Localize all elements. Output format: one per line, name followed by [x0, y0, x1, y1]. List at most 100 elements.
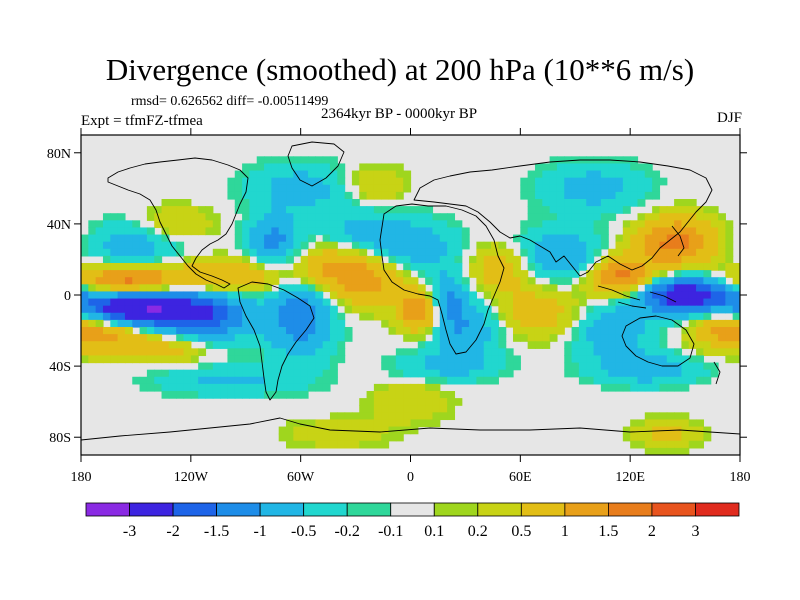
field-cell	[344, 199, 353, 207]
field-cell	[564, 298, 573, 307]
field-cell	[322, 213, 331, 221]
field-cell	[608, 369, 617, 378]
field-cell	[417, 312, 426, 321]
field-cell	[403, 291, 412, 300]
field-cell	[351, 234, 360, 243]
field-cell	[212, 263, 221, 271]
field-cell	[337, 220, 346, 229]
field-cell	[578, 355, 587, 364]
field-cell	[315, 440, 324, 449]
field-cell	[227, 355, 236, 364]
field-cell	[132, 234, 141, 243]
field-cell	[190, 206, 199, 214]
field-cell	[322, 270, 331, 278]
field-cell	[403, 369, 412, 378]
field-cell	[703, 227, 712, 236]
field-cell	[622, 248, 631, 257]
field-cell	[498, 291, 507, 300]
field-cell	[432, 213, 441, 221]
field-cell	[278, 291, 287, 300]
field-cell	[439, 305, 448, 314]
field-cell	[146, 241, 155, 250]
field-cell	[637, 277, 646, 285]
field-cell	[278, 334, 287, 342]
field-cell	[264, 383, 272, 392]
field-cell	[403, 227, 412, 236]
field-cell	[307, 263, 316, 271]
coastlines	[81, 141, 740, 441]
field-cell	[454, 241, 463, 250]
field-cell	[315, 270, 324, 278]
field-cell	[608, 199, 617, 207]
field-cell	[622, 206, 631, 214]
field-cell	[622, 341, 631, 349]
field-cell	[198, 383, 207, 392]
field-cell	[95, 227, 104, 236]
field-cell	[710, 369, 719, 378]
field-cell	[212, 305, 221, 314]
field-cell	[351, 433, 360, 442]
field-cell	[564, 234, 573, 243]
field-cell	[417, 263, 426, 271]
field-cell	[278, 284, 287, 293]
field-cell	[593, 355, 602, 364]
field-cell	[718, 291, 726, 300]
field-cell	[205, 341, 214, 349]
field-cell	[205, 305, 214, 314]
field-cell	[659, 383, 668, 392]
field-cell	[344, 191, 353, 200]
field-cell	[307, 440, 316, 449]
field-cell	[329, 312, 338, 321]
field-cell	[703, 220, 712, 229]
field-cell	[410, 305, 419, 314]
field-cell	[666, 369, 675, 378]
field-cell	[322, 355, 331, 364]
field-cell	[549, 291, 558, 300]
field-cell	[88, 220, 97, 229]
coastline-new-zealand	[713, 361, 721, 385]
field-cell	[608, 177, 617, 186]
field-cell	[674, 234, 683, 243]
field-cell	[205, 319, 214, 328]
field-cell	[102, 255, 111, 264]
field-cell	[315, 199, 324, 207]
field-cell	[454, 348, 463, 357]
field-cell	[351, 248, 360, 257]
field-cell	[300, 341, 309, 349]
field-cell	[681, 199, 690, 207]
field-cell	[366, 170, 375, 179]
field-cell	[198, 255, 207, 264]
field-cell	[88, 298, 97, 307]
field-cell	[337, 170, 346, 179]
field-cell	[571, 369, 580, 378]
field-cell	[454, 362, 463, 371]
field-cell	[622, 376, 631, 385]
field-cell	[666, 227, 675, 236]
field-cell	[593, 327, 602, 335]
field-cell	[432, 270, 441, 278]
field-cell	[454, 263, 463, 271]
field-cell	[432, 248, 441, 257]
field-cell	[242, 305, 251, 314]
field-cell	[578, 284, 587, 293]
field-cell	[242, 362, 251, 371]
field-cell	[600, 334, 609, 342]
field-cell	[447, 248, 456, 257]
field-cell	[622, 163, 631, 172]
field-cell	[410, 298, 419, 307]
field-cell	[425, 248, 434, 257]
field-cell	[696, 263, 704, 271]
field-cell	[278, 163, 287, 172]
field-cell	[322, 277, 331, 285]
colorbar-swatch	[85, 502, 130, 517]
field-cell	[351, 426, 360, 435]
field-cell	[146, 348, 155, 357]
field-cell	[476, 334, 485, 342]
field-cell	[630, 298, 639, 307]
field-cell	[205, 206, 214, 214]
field-cell	[534, 341, 543, 349]
colorbar-label: 0.2	[468, 523, 488, 540]
field-cell	[315, 305, 324, 314]
field-cell	[476, 319, 485, 328]
